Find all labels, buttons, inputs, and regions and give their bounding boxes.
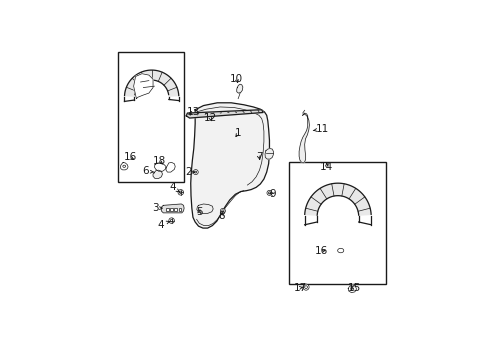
Text: 12: 12 [203,113,217,123]
Polygon shape [347,285,356,293]
Text: 8: 8 [218,211,224,221]
Text: 2: 2 [184,167,194,177]
Text: 16: 16 [314,246,327,256]
Polygon shape [133,74,153,99]
Text: 17: 17 [293,283,306,293]
Text: 6: 6 [142,166,154,176]
Text: 16: 16 [123,152,136,162]
Ellipse shape [337,248,343,253]
Text: 5: 5 [196,207,202,217]
Text: 15: 15 [347,283,361,293]
Text: 18: 18 [152,156,165,166]
Polygon shape [264,149,273,159]
Text: 4: 4 [157,220,169,230]
Polygon shape [299,113,309,163]
Ellipse shape [193,170,198,175]
Polygon shape [154,163,166,171]
Ellipse shape [178,190,183,195]
Polygon shape [153,170,162,179]
Ellipse shape [266,190,271,195]
Text: 3: 3 [151,203,162,213]
Bar [289,162,386,284]
Bar [166,208,168,211]
Ellipse shape [179,191,182,194]
Bar [178,208,181,211]
Bar [174,208,177,211]
Polygon shape [120,162,128,170]
Ellipse shape [168,218,174,223]
Text: 10: 10 [230,74,243,84]
Text: 4: 4 [169,183,179,192]
Polygon shape [186,110,263,118]
Polygon shape [124,70,179,96]
Ellipse shape [220,208,225,213]
Ellipse shape [304,286,307,288]
Text: 1: 1 [234,128,241,138]
Text: 14: 14 [320,162,333,172]
Text: 11: 11 [313,124,328,134]
Ellipse shape [222,210,224,212]
Polygon shape [166,162,175,172]
Bar [170,208,173,211]
Ellipse shape [194,171,196,173]
Polygon shape [304,183,370,215]
Polygon shape [236,84,243,93]
Polygon shape [190,103,269,228]
Text: 9: 9 [269,189,276,199]
Ellipse shape [122,165,125,167]
Bar [117,51,183,182]
Ellipse shape [170,219,172,222]
Polygon shape [197,204,213,213]
Text: 7: 7 [255,152,262,162]
Ellipse shape [350,287,353,290]
Text: 13: 13 [187,108,200,117]
Ellipse shape [268,192,270,194]
Ellipse shape [303,284,308,290]
Polygon shape [161,204,183,213]
